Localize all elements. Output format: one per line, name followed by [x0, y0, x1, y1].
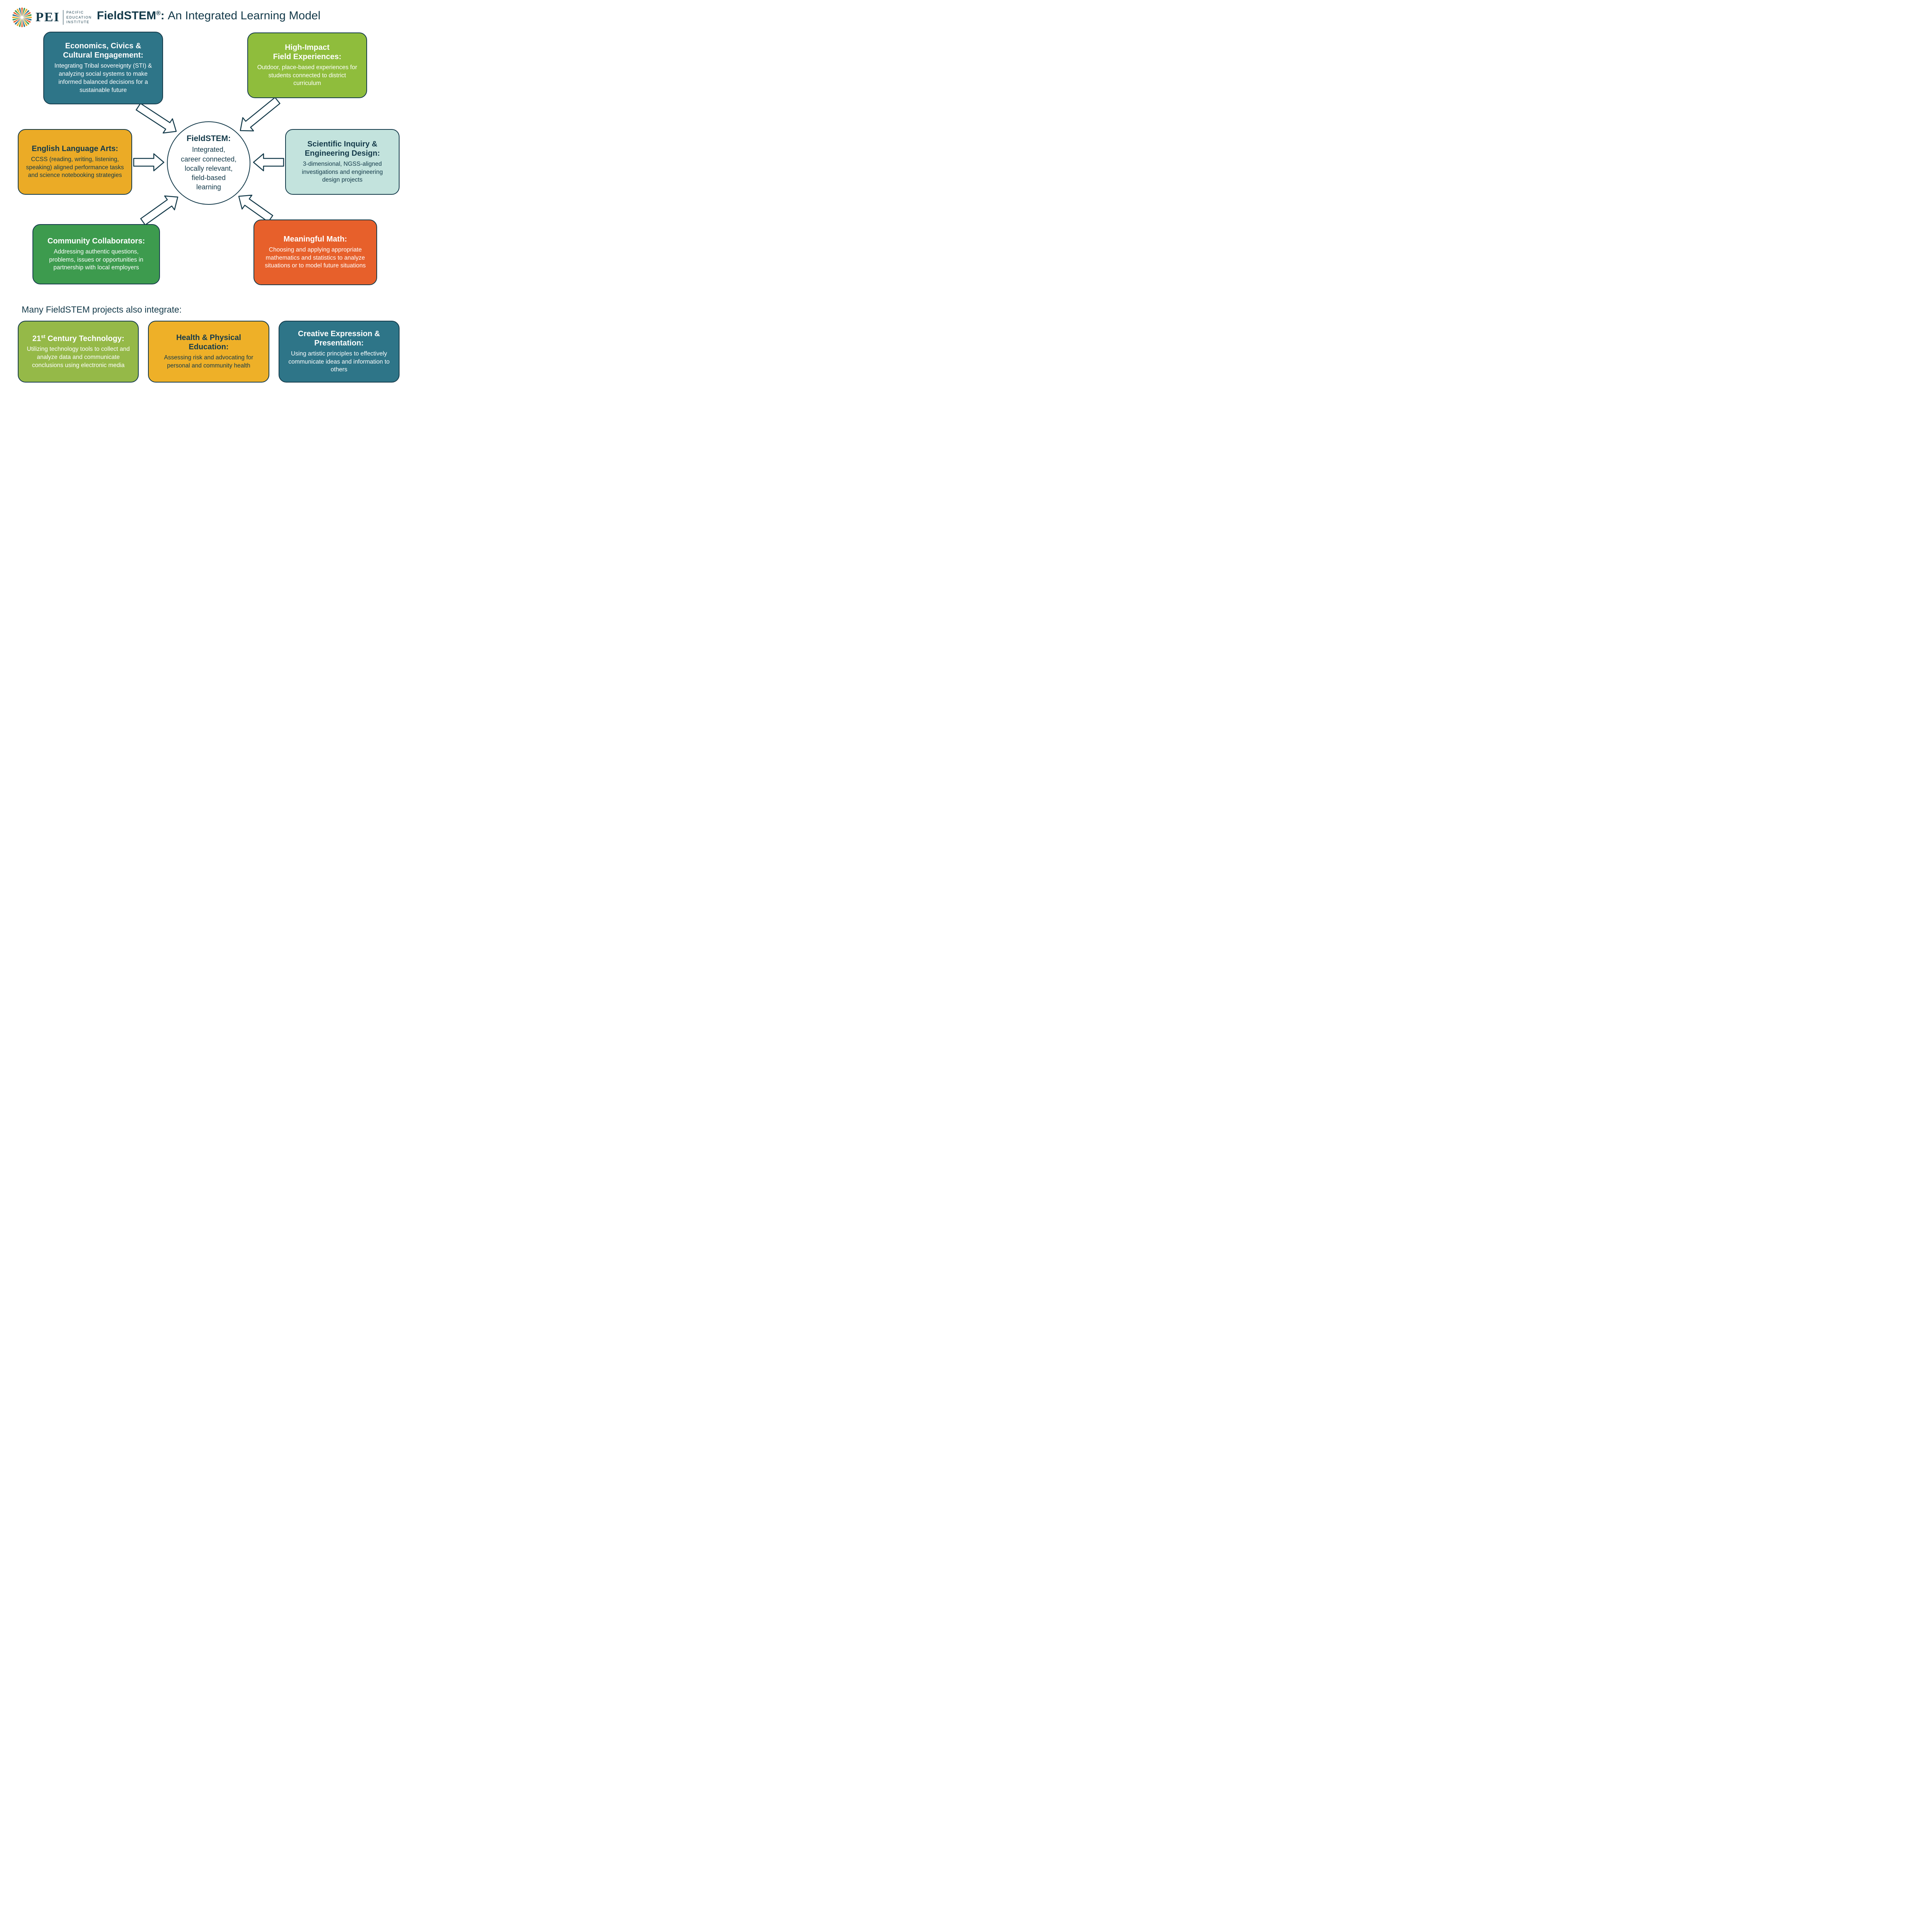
arrow-field: [240, 97, 280, 131]
box-math: Meaningful Math: Choosing and applying a…: [253, 219, 377, 285]
box-ela: English Language Arts: CCSS (reading, wr…: [18, 129, 132, 195]
center-body: Integrated,career connected,locally rele…: [175, 145, 243, 192]
box-title: Community Collaborators:: [40, 236, 152, 246]
arrow-math: [239, 195, 273, 222]
box-body: Utilizing technology tools to collect an…: [26, 345, 131, 370]
org-fullname: PACIFIC EDUCATION INSTITUTE: [63, 10, 92, 25]
bottom-box-1: Health & Physical Education: Assessing r…: [148, 321, 269, 383]
arrow-sci: [253, 154, 284, 171]
sunburst-icon: [12, 7, 32, 28]
box-body: Choosing and applying appropriate mathem…: [261, 246, 369, 270]
box-body: Using artistic principles to effectively…: [286, 350, 392, 374]
box-econ: Economics, Civics & Cultural Engagement:…: [43, 32, 163, 104]
box-body: Assessing risk and advocating for person…: [156, 354, 261, 370]
bottom-box-2: Creative Expression & Presentation: Usin…: [279, 321, 400, 383]
box-body: Outdoor, place-based experiences for stu…: [255, 64, 359, 88]
arrow-ela: [134, 154, 164, 171]
box-comm: Community Collaborators: Addressing auth…: [32, 224, 160, 284]
box-body: 3-dimensional, NGSS-aligned investigatio…: [293, 160, 392, 185]
arrow-comm: [141, 196, 178, 225]
box-field: High-ImpactField Experiences: Outdoor, p…: [247, 32, 367, 98]
integrate-subtitle: Many FieldSTEM projects also integrate:: [22, 304, 182, 315]
box-title: 21st Century Technology:: [26, 333, 131, 344]
center-title: FieldSTEM:: [175, 134, 243, 143]
page-title: FieldSTEM®: An Integrated Learning Model: [97, 9, 321, 22]
box-title: Meaningful Math:: [261, 235, 369, 244]
org-logo: PEI PACIFIC EDUCATION INSTITUTE: [12, 7, 92, 28]
box-title: English Language Arts:: [26, 144, 124, 153]
box-title: Scientific Inquiry & Engineering Design:: [293, 139, 392, 158]
center-node: FieldSTEM: Integrated,career connected,l…: [167, 121, 250, 205]
diagram-area: FieldSTEM: Integrated,career connected,l…: [0, 28, 417, 291]
arrow-econ: [136, 104, 177, 133]
box-title: Economics, Civics & Cultural Engagement:: [51, 41, 155, 60]
org-abbr: PEI: [36, 10, 60, 25]
box-title: Health & Physical Education:: [156, 333, 261, 352]
bottom-row: 21st Century Technology: Utilizing techn…: [18, 321, 400, 383]
box-title: High-ImpactField Experiences:: [255, 43, 359, 61]
box-sci: Scientific Inquiry & Engineering Design:…: [285, 129, 400, 195]
box-title: Creative Expression & Presentation:: [286, 329, 392, 348]
box-body: Addressing authentic questions, problems…: [40, 248, 152, 272]
box-body: CCSS (reading, writing, listening, speak…: [26, 156, 124, 180]
box-body: Integrating Tribal sovereignty (STI) & a…: [51, 62, 155, 95]
bottom-box-0: 21st Century Technology: Utilizing techn…: [18, 321, 139, 383]
